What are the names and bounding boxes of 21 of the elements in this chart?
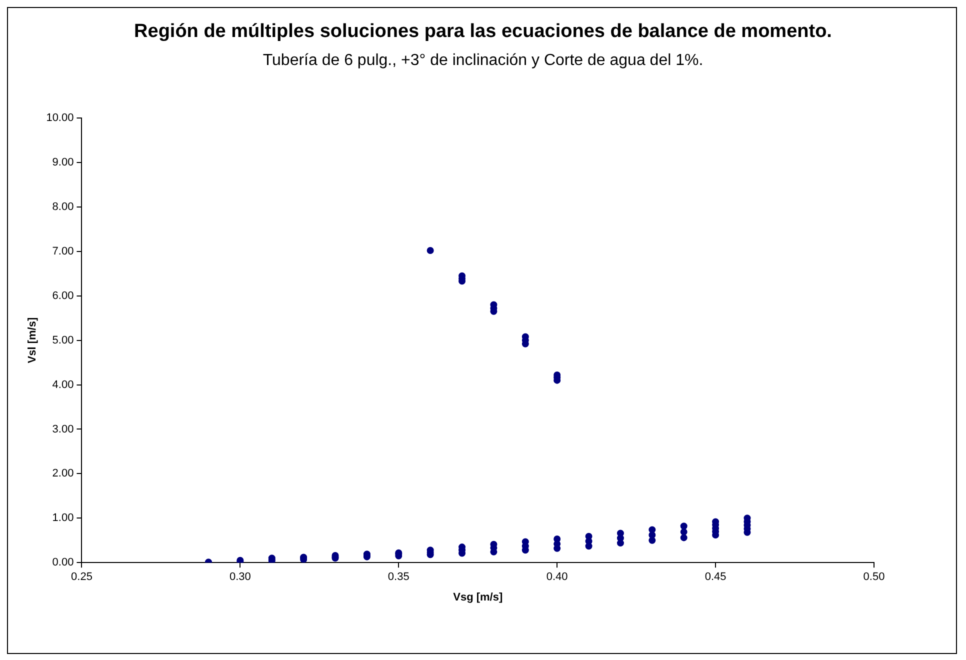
y-tick-label: 5.00 — [52, 334, 74, 346]
x-tick-label: 0.35 — [388, 571, 410, 584]
y-axis-title: Vsl [m/s] — [26, 317, 39, 364]
y-tick-label: 2.00 — [52, 468, 74, 480]
x-tick-label: 0.45 — [704, 571, 726, 584]
y-tick-label: 7.00 — [52, 245, 74, 258]
chart-subtitle: Tubería de 6 pulg., +3° de inclinación y Corte de agua del 1%. — [262, 52, 704, 70]
y-tick-label: 1.00 — [52, 512, 74, 524]
y-tick-label: 6.00 — [52, 290, 74, 302]
x-tick-label: 0.25 — [71, 571, 92, 584]
x-tick-label: 0.40 — [546, 571, 568, 584]
x-axis-title: Vsg [m/s] — [453, 591, 503, 604]
y-tick-label: 4.00 — [52, 378, 74, 391]
y-tick-label: 10.00 — [46, 112, 74, 124]
y-tick-label: 8.00 — [52, 200, 74, 213]
y-tick-label: 0.00 — [52, 556, 74, 569]
x-tick-label: 0.50 — [863, 571, 885, 584]
y-tick-label: 3.00 — [52, 423, 74, 436]
chart-title: Región de múltiples soluciones para las ecuaciones de balance de momento. — [133, 20, 833, 44]
x-tick-label: 0.30 — [229, 571, 251, 584]
y-tick-label: 9.00 — [52, 156, 74, 168]
